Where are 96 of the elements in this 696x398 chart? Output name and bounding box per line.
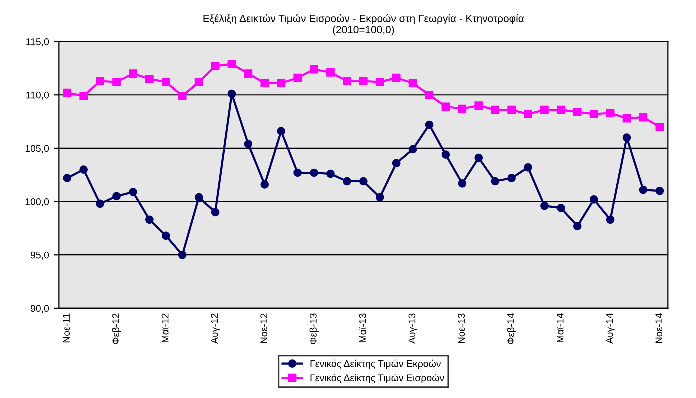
point xyxy=(146,216,154,224)
point xyxy=(244,70,253,78)
point xyxy=(524,163,532,172)
point xyxy=(63,174,72,182)
point xyxy=(129,188,138,196)
point xyxy=(228,60,236,68)
point xyxy=(408,79,418,88)
x-tick-label: Μαϊ-14 xyxy=(557,314,564,342)
point xyxy=(146,74,154,84)
point xyxy=(376,193,384,202)
x-tick-label: Μαϊ-13 xyxy=(359,314,366,342)
x-tick-label: Φεβ-12 xyxy=(112,314,122,344)
point xyxy=(590,110,598,118)
point xyxy=(639,113,648,122)
point xyxy=(557,204,566,212)
x-tick-label: Αυγ-12 xyxy=(211,314,220,344)
y-tick-label: 95,0 xyxy=(30,252,50,260)
point xyxy=(557,106,566,114)
point xyxy=(96,77,104,86)
point xyxy=(80,166,88,174)
point xyxy=(211,62,220,70)
point xyxy=(425,120,434,130)
y-tick-label: 90,0 xyxy=(30,305,50,314)
point xyxy=(359,177,368,186)
point xyxy=(244,140,253,148)
point xyxy=(606,109,615,118)
point xyxy=(508,106,516,114)
y-tick-label: 105,0 xyxy=(26,145,50,154)
point xyxy=(277,127,286,136)
point xyxy=(194,193,204,202)
point xyxy=(508,174,516,182)
y-tick-label: 115,0 xyxy=(26,38,50,47)
point xyxy=(162,232,170,240)
point xyxy=(310,168,318,178)
point xyxy=(326,68,335,77)
point xyxy=(178,92,187,100)
point xyxy=(63,88,72,98)
x-tick-label: Μαϊ-12 xyxy=(162,314,169,342)
point xyxy=(656,186,664,196)
x-tick-label: Νοε-13 xyxy=(458,314,466,344)
point xyxy=(491,106,500,114)
x-tick-label: Αυγ-14 xyxy=(606,314,616,344)
point xyxy=(162,78,170,86)
point xyxy=(524,110,532,118)
point xyxy=(343,177,352,186)
point xyxy=(639,186,648,194)
point xyxy=(425,90,434,100)
x-tick-label: Αυγ-13 xyxy=(408,314,418,344)
chart-title: Εξέλιξη Δεικτών Τιμών Εισροών - Εκροών στη Γεωργία - Κτηνοτροφία (2010=100,0) xyxy=(204,14,524,36)
point xyxy=(458,179,467,188)
point xyxy=(112,78,121,86)
x-tick-label: Νοε-12 xyxy=(260,314,268,344)
point xyxy=(277,79,286,88)
point xyxy=(622,134,632,142)
point xyxy=(294,74,302,82)
x-tick-label: Φεβ-14 xyxy=(507,314,516,344)
point xyxy=(96,200,104,208)
x-tick-label: Νοε-14 xyxy=(656,314,663,344)
point xyxy=(458,104,467,114)
point xyxy=(392,159,401,168)
point xyxy=(442,150,450,160)
legend-label: Γενικός Δείκτης Τιμών Εισροών xyxy=(310,374,444,384)
point xyxy=(573,222,582,230)
point xyxy=(376,78,384,86)
point xyxy=(491,177,500,186)
point xyxy=(392,74,401,82)
point xyxy=(310,65,318,74)
point xyxy=(573,108,582,116)
y-tick-label: 110,0 xyxy=(26,92,50,100)
point xyxy=(112,192,121,201)
point xyxy=(590,195,598,204)
point xyxy=(359,77,368,86)
x-tick-label: Φεβ-13 xyxy=(310,314,319,344)
point xyxy=(211,208,220,217)
point xyxy=(606,216,615,224)
point xyxy=(260,79,270,88)
point xyxy=(474,102,484,110)
point xyxy=(408,145,418,154)
point xyxy=(474,154,484,162)
point xyxy=(326,170,335,178)
point xyxy=(442,102,450,112)
point xyxy=(178,250,187,260)
point xyxy=(80,92,88,100)
point xyxy=(540,202,549,210)
point xyxy=(260,180,270,189)
point xyxy=(129,70,138,78)
point xyxy=(194,78,204,86)
legend-label: Γενικός Δείκτης Τιμών Εκροών xyxy=(310,360,441,370)
point xyxy=(656,122,664,132)
point xyxy=(622,114,632,123)
x-tick-label: Νοε-11 xyxy=(63,314,70,343)
point xyxy=(540,106,549,114)
y-tick-label: 100,0 xyxy=(26,198,50,207)
point xyxy=(294,168,302,178)
point xyxy=(343,77,352,86)
point xyxy=(228,90,236,98)
